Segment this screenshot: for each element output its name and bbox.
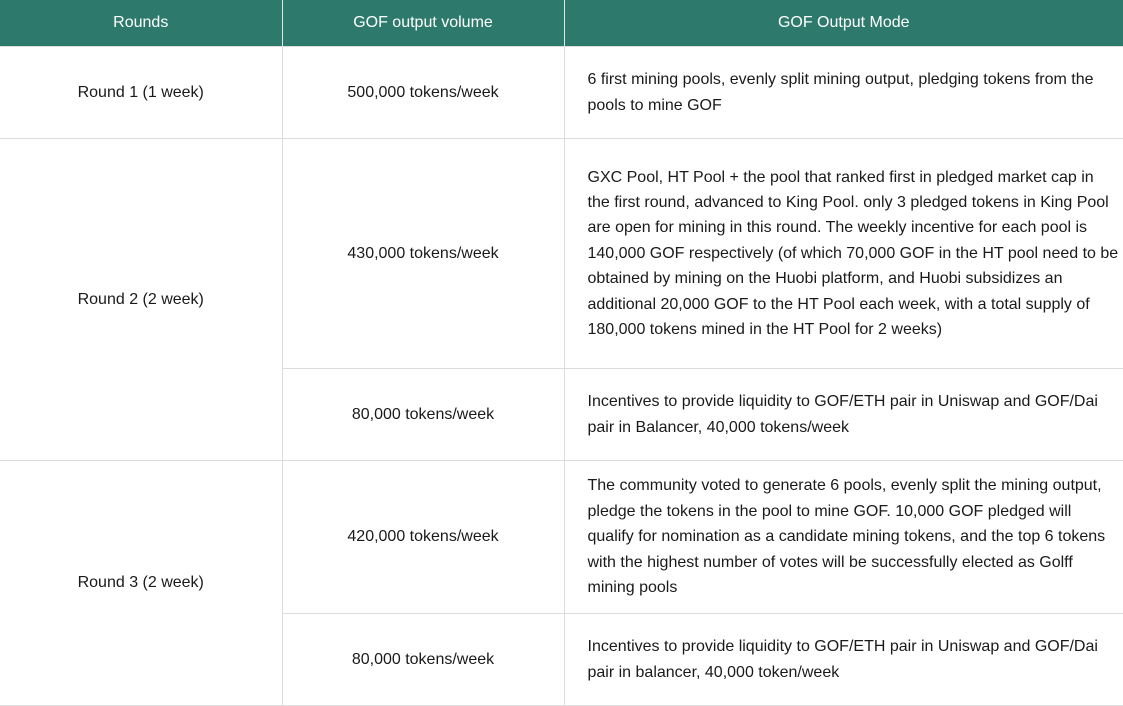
header-rounds: Rounds: [0, 0, 283, 47]
header-output-mode: GOF Output Mode: [564, 0, 1123, 47]
output-volume: 430,000 tokens/week: [281, 138, 565, 369]
table-row: Round 2 (2 week) 430,000 tokens/week GXC…: [0, 138, 1123, 461]
output-volume: 80,000 tokens/week: [282, 368, 565, 461]
header-output-volume: GOF output volume: [282, 0, 565, 47]
output-volume: 500,000 tokens/week: [281, 46, 565, 139]
table-row: Round 3 (2 week) 420,000 tokens/week The…: [0, 460, 1123, 706]
table-row: Round 1 (1 week) 500,000 tokens/week 6 f…: [0, 46, 1123, 139]
round-label: Round 3 (2 week): [0, 460, 283, 706]
output-mode: 6 first mining pools, evenly split minin…: [563, 46, 1123, 139]
output-mode: GXC Pool, HT Pool + the pool that ranked…: [563, 138, 1123, 369]
header-row: Rounds GOF output volume GOF Output Mode: [0, 0, 1123, 47]
table-row: 80,000 tokens/week Incentives to provide…: [0, 613, 1123, 706]
output-mode: Incentives to provide liquidity to GOF/E…: [563, 613, 1123, 706]
round-label: Round 1 (1 week): [0, 46, 283, 139]
round-label: Round 2 (2 week): [0, 138, 283, 461]
output-mode: The community voted to generate 6 pools,…: [563, 460, 1123, 614]
output-volume: 80,000 tokens/week: [282, 613, 565, 706]
table-header: Rounds GOF output volume GOF Output Mode: [0, 0, 1123, 47]
output-volume: 420,000 tokens/week: [281, 460, 565, 614]
output-mode: Incentives to provide liquidity to GOF/E…: [563, 368, 1123, 461]
table-body: Round 1 (1 week) 500,000 tokens/week 6 f…: [0, 46, 1123, 706]
table-row: 80,000 tokens/week Incentives to provide…: [0, 368, 1123, 461]
